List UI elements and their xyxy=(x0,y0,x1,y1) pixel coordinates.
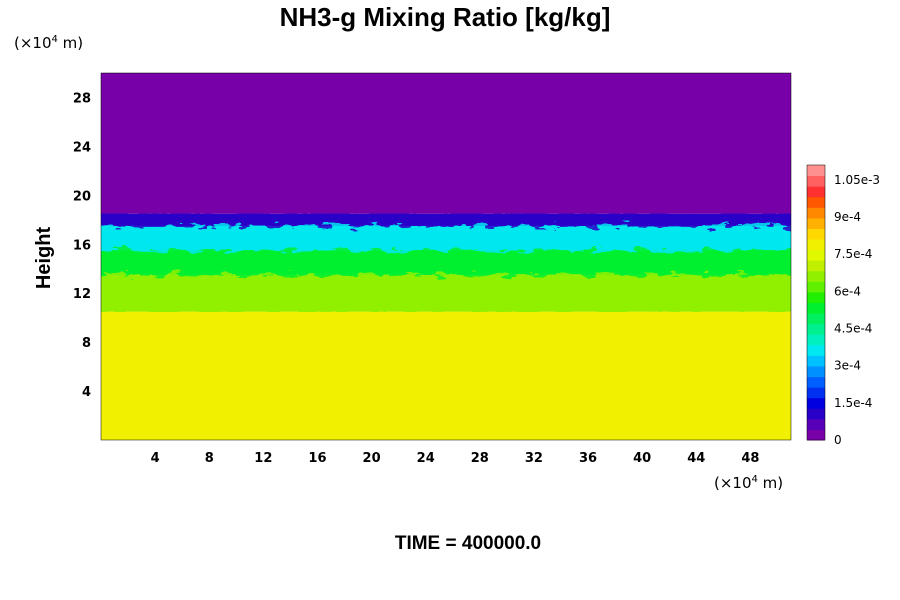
colorbar-tick-label: 1.5e-4 xyxy=(834,396,872,410)
colorbar-swatch xyxy=(807,270,825,282)
colorbar-swatch xyxy=(807,281,825,293)
y-unit-suffix: m) xyxy=(58,34,83,52)
x-unit-prefix: (×10 xyxy=(714,474,752,492)
x-unit-exp: 4 xyxy=(752,474,758,485)
x-tick-label: 32 xyxy=(525,451,543,466)
x-tick-label: 44 xyxy=(687,451,705,466)
x-tick-label: 20 xyxy=(363,451,381,466)
x-tick-label: 48 xyxy=(741,451,759,466)
x-ticks: 4 8 12 16 20 24 28 32 36 40 44 48 xyxy=(151,451,760,466)
colorbar-swatch xyxy=(807,207,825,219)
colorbar-tick-label: 1.05e-3 xyxy=(834,173,880,187)
colorbar-swatch xyxy=(807,217,825,229)
colorbar-tick-label: 6e-4 xyxy=(834,284,861,298)
y-unit-label: (×104 m) xyxy=(14,34,83,52)
colorbar-swatch xyxy=(807,260,825,272)
plot-frame xyxy=(100,72,792,441)
colorbar-swatch xyxy=(807,376,825,388)
colorbar-swatch xyxy=(807,313,825,325)
x-unit-label: (×104 m) xyxy=(714,474,783,492)
y-tick-label: 24 xyxy=(73,140,91,155)
colorbar-swatch xyxy=(807,429,825,441)
field-layer-turbulent xyxy=(101,225,791,251)
y-tick-label: 20 xyxy=(73,189,91,204)
colorbar-tick-label: 0 xyxy=(834,433,842,447)
y-tick-label: 8 xyxy=(82,336,91,351)
x-tick-label: 24 xyxy=(417,451,435,466)
colorbar-swatch xyxy=(807,175,825,187)
colorbar-swatch xyxy=(807,239,825,251)
field-layer-turbulent xyxy=(101,250,791,275)
field-layer xyxy=(101,73,791,214)
colorbar-swatch xyxy=(807,387,825,399)
colorbar-swatch xyxy=(807,344,825,356)
field-layer-turbulent xyxy=(101,213,791,226)
colorbar-swatch xyxy=(807,302,825,314)
colorbar-tick-label: 4.5e-4 xyxy=(834,322,872,336)
colorbar-swatch xyxy=(807,418,825,430)
y-tick-label: 4 xyxy=(82,385,91,400)
x-tick-label: 28 xyxy=(471,451,489,466)
colorbar-swatch xyxy=(807,355,825,367)
colorbar-swatch xyxy=(807,249,825,261)
colorbar-swatch xyxy=(807,334,825,346)
colorbar-swatch xyxy=(807,323,825,335)
colorbar-tick-label: 9e-4 xyxy=(834,210,861,224)
colorbar-swatch xyxy=(807,365,825,378)
time-annotation: TIME = 400000.0 xyxy=(395,533,541,554)
field-layer xyxy=(101,311,791,440)
colorbar-tick-label: 3e-4 xyxy=(834,359,861,373)
x-tick-label: 16 xyxy=(308,451,326,466)
colorbar-swatch xyxy=(807,228,825,240)
field-layer-turbulent xyxy=(101,274,791,312)
colorbar-frame xyxy=(806,164,826,441)
x-tick-label: 4 xyxy=(151,451,160,466)
y-axis-label: Height xyxy=(33,227,55,290)
colorbar-tick-label: 7.5e-4 xyxy=(834,247,872,261)
y-unit-exp: 4 xyxy=(52,34,58,45)
y-ticks: 4 8 12 16 20 24 28 xyxy=(73,91,91,400)
colorbar-swatch xyxy=(807,165,825,177)
colorbar-swatch xyxy=(807,291,825,303)
colorbar-swatch xyxy=(807,196,825,208)
chart-title: NH3-g Mixing Ratio [kg/kg] xyxy=(280,2,611,32)
x-tick-label: 12 xyxy=(254,451,272,466)
colorbar: 0 1.5e-4 3e-4 4.5e-4 6e-4 7.5e-4 9e-4 1.05e-3 xyxy=(806,164,880,447)
colorbar-swatch xyxy=(807,408,825,420)
colorbar-swatch xyxy=(807,397,825,409)
y-tick-label: 16 xyxy=(73,238,91,253)
plot-area xyxy=(100,72,792,441)
x-unit-suffix: m) xyxy=(758,474,783,492)
x-tick-label: 36 xyxy=(579,451,597,466)
x-tick-label: 40 xyxy=(633,451,651,466)
x-tick-label: 8 xyxy=(205,451,214,466)
y-tick-label: 12 xyxy=(73,287,91,302)
y-unit-prefix: (×10 xyxy=(14,34,52,52)
colorbar-swatch xyxy=(807,186,825,198)
y-tick-label: 28 xyxy=(73,91,91,106)
